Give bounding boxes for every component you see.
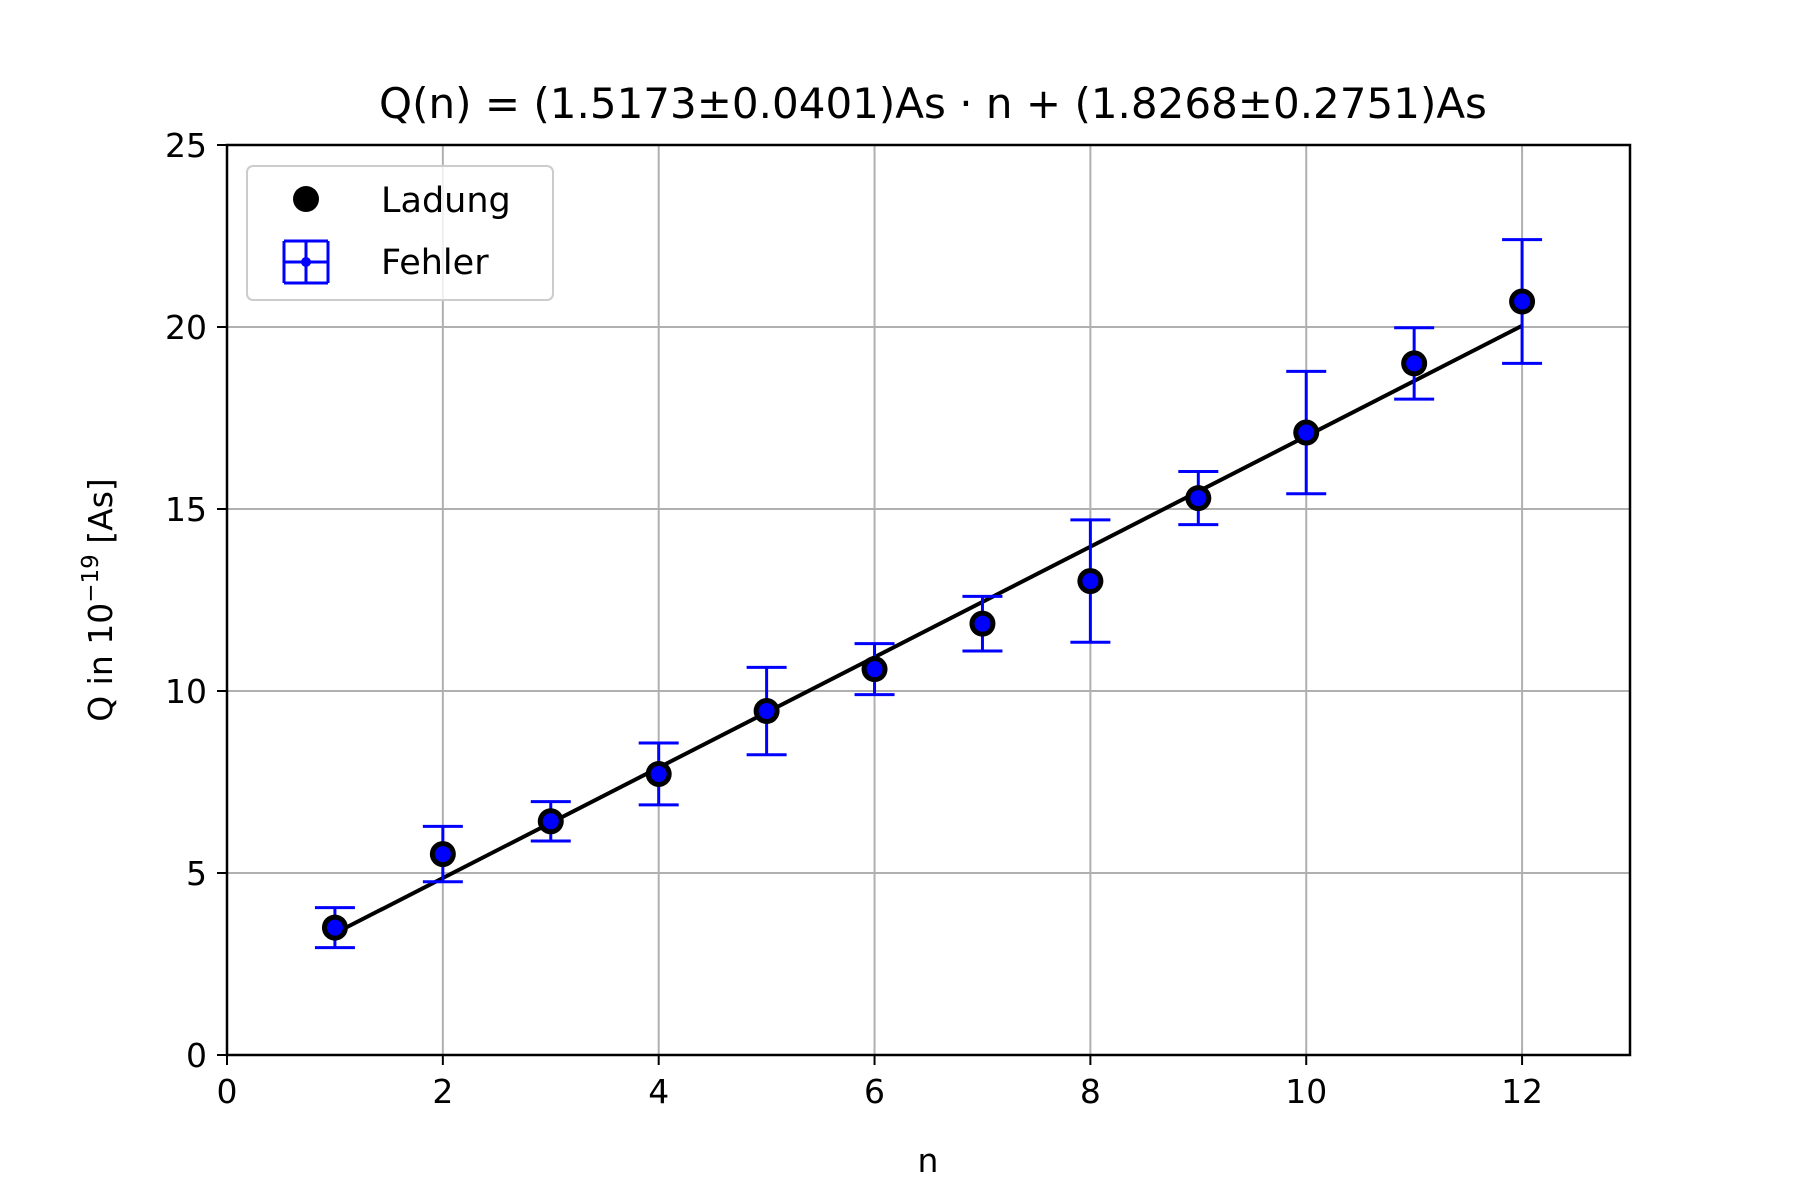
legend-marker-ladung: [293, 186, 319, 212]
x-tick-label: 12: [1501, 1072, 1543, 1111]
legend-label-fehler: Fehler: [381, 243, 489, 283]
data-point-center: [1406, 355, 1423, 372]
x-tick-label: 0: [217, 1072, 238, 1111]
y-tick-label: 25: [165, 126, 207, 165]
x-tick-label: 8: [1080, 1072, 1101, 1111]
legend-marker-fehler: [282, 239, 330, 285]
y-axis-title-main: Q in 10: [81, 603, 120, 722]
y-axis-title-exponent: −19: [78, 554, 104, 603]
chart-title: Q(n) = (1.5173±0.0401)As · n + (1.8268±0…: [379, 79, 1487, 128]
x-axis-title: n: [918, 1141, 939, 1180]
y-tick-label: 15: [165, 490, 207, 529]
legend-box: [246, 165, 554, 301]
y-axis-title-suffix: [As]: [81, 478, 120, 554]
x-tick-label: 4: [648, 1072, 669, 1111]
plot-frame: [225, 143, 1632, 1057]
data-point-center: [1298, 424, 1315, 441]
x-tick-label: 6: [864, 1072, 885, 1111]
axis-ticks: 0 2 4 6 8 10 12 0 5 10 15 20 25: [165, 126, 1543, 1111]
errorbar-layer: [314, 238, 1543, 950]
y-tick-label: 10: [165, 672, 207, 711]
y-tick-label: 5: [186, 854, 207, 893]
y-axis-title: Q in 10−19 [As]: [78, 478, 120, 722]
data-point-center: [758, 703, 775, 720]
legend: Ladung Fehler: [246, 165, 554, 301]
data-point-center: [326, 919, 343, 936]
data-point-center: [1082, 573, 1099, 590]
data-point-center: [974, 615, 991, 632]
data-point-center: [542, 813, 559, 830]
legend-label-ladung: Ladung: [381, 181, 511, 221]
data-point-center: [650, 765, 667, 782]
y-tick-label: 20: [165, 308, 207, 347]
data-point-center: [1190, 490, 1207, 507]
x-tick-label: 2: [432, 1072, 453, 1111]
y-tick-label: 0: [186, 1036, 207, 1075]
x-tick-label: 10: [1285, 1072, 1327, 1111]
data-point-center: [434, 846, 451, 863]
data-point-center: [866, 661, 883, 678]
fit-line: [334, 323, 1523, 936]
fit-layer: [334, 323, 1523, 936]
data-point-center: [1514, 293, 1531, 310]
point-layer: [321, 288, 1536, 941]
